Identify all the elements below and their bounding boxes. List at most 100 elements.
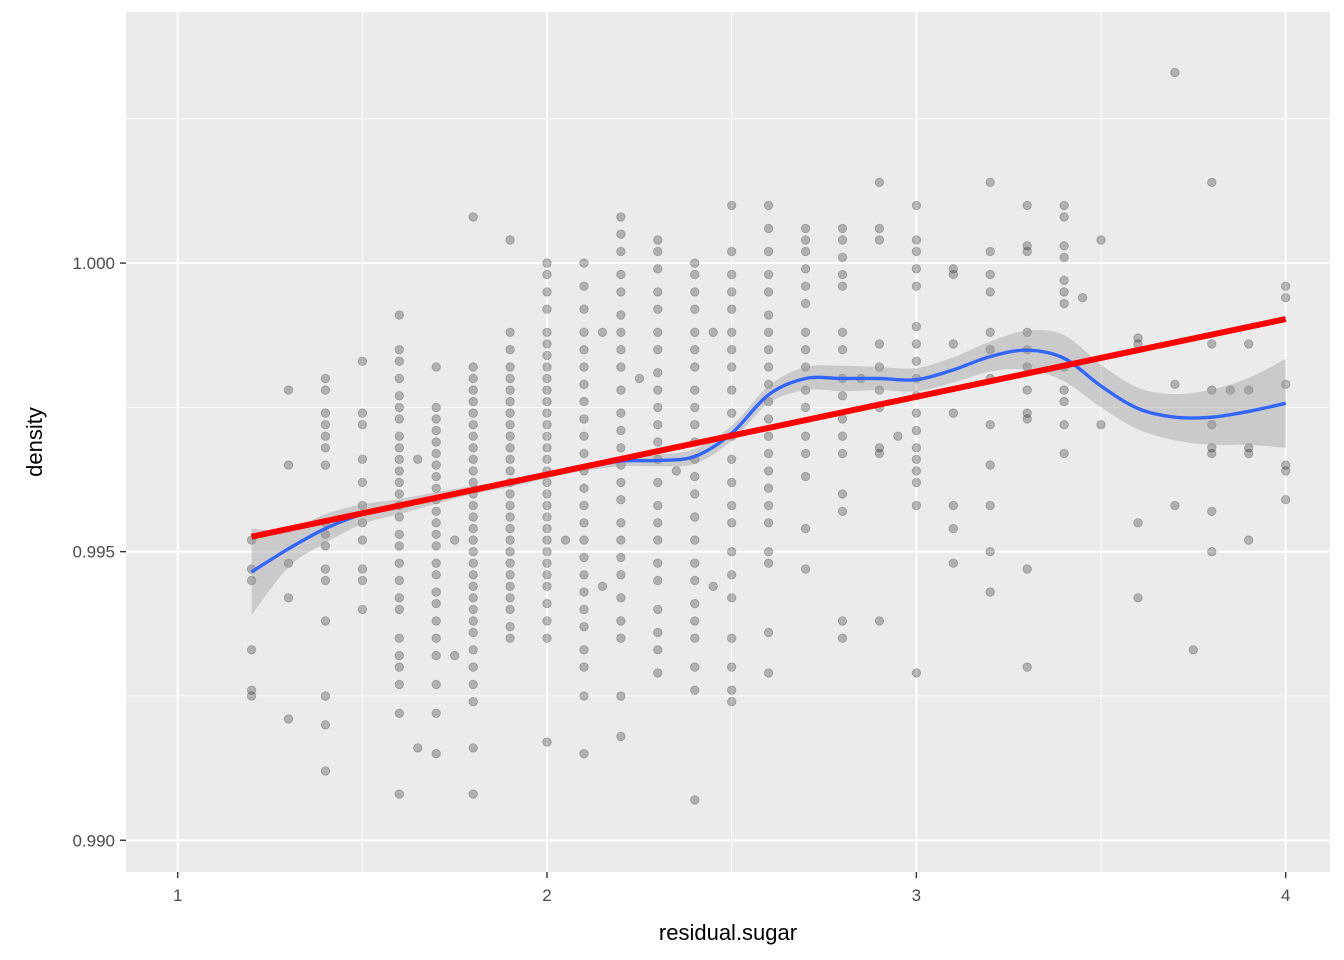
data-point: [616, 691, 626, 701]
data-point: [468, 420, 478, 430]
data-point: [763, 269, 774, 280]
data-point: [357, 564, 368, 574]
data-point: [727, 408, 737, 418]
data-point: [394, 310, 405, 320]
data-point: [616, 246, 626, 257]
data-point: [690, 287, 700, 297]
data-point: [653, 287, 663, 297]
data-point: [911, 477, 922, 488]
data-point: [431, 425, 441, 436]
data-point: [431, 506, 441, 517]
data-point: [727, 500, 737, 511]
data-point: [320, 564, 331, 574]
data-point: [690, 575, 700, 586]
data-point: [431, 650, 441, 661]
data-point: [727, 304, 737, 314]
data-point: [505, 235, 515, 245]
data-point: [394, 356, 405, 366]
data-point: [948, 523, 959, 534]
data-point: [893, 431, 903, 441]
data-point: [320, 408, 331, 418]
x-tick-label: 1: [173, 886, 182, 905]
data-point: [653, 264, 663, 274]
data-point: [246, 691, 257, 701]
y-axis-title: density: [22, 407, 47, 477]
data-point: [1059, 298, 1069, 309]
minor-gridlines: [126, 12, 1330, 872]
data-point: [763, 518, 774, 528]
data-point: [874, 616, 885, 626]
data-point: [763, 310, 774, 320]
data-point: [837, 235, 848, 245]
data-point: [985, 460, 995, 470]
data-point: [763, 223, 774, 234]
data-point: [394, 414, 405, 424]
data-point: [468, 408, 478, 418]
data-point: [542, 431, 552, 441]
data-point: [468, 362, 478, 372]
data-point: [763, 431, 774, 441]
data-point: [579, 645, 589, 655]
data-point: [468, 443, 478, 453]
data-point: [616, 229, 626, 239]
data-point: [394, 345, 405, 355]
data-point: [763, 379, 774, 390]
data-point: [911, 408, 922, 418]
data-point: [616, 212, 626, 222]
data-point: [431, 437, 441, 447]
data-point: [468, 212, 478, 222]
data-point: [542, 477, 552, 488]
data-point: [542, 258, 552, 268]
data-point: [357, 477, 368, 488]
data-point: [1059, 448, 1069, 459]
data-point: [1207, 506, 1217, 517]
data-point: [690, 558, 700, 568]
data-point: [874, 443, 885, 453]
data-point: [911, 246, 922, 257]
data-point: [579, 281, 589, 291]
data-point: [468, 396, 478, 407]
data-point: [542, 362, 552, 372]
data-point: [468, 789, 478, 799]
data-point: [616, 731, 626, 742]
data-point: [394, 477, 405, 488]
data-point: [431, 402, 441, 413]
data-point: [1207, 547, 1217, 557]
data-point: [837, 269, 848, 280]
data-point: [690, 616, 700, 626]
data-point: [1170, 67, 1180, 78]
data-point: [394, 373, 405, 384]
data-point: [1059, 275, 1069, 286]
data-point: [727, 454, 737, 465]
data-point: [690, 489, 700, 499]
data-point: [727, 200, 737, 211]
data-point: [653, 235, 663, 245]
data-point: [505, 535, 515, 545]
data-point: [727, 269, 737, 280]
data-point: [616, 345, 626, 355]
data-point: [616, 327, 626, 338]
data-point: [653, 575, 663, 586]
x-tick-label: 4: [1281, 886, 1290, 905]
linear-fit-line: [250, 316, 1287, 540]
data-point: [394, 466, 405, 476]
data-point: [911, 339, 922, 349]
data-point: [616, 495, 626, 505]
data-point: [1225, 385, 1236, 395]
data-point: [763, 668, 774, 678]
data-point: [911, 425, 922, 436]
data-point: [763, 287, 774, 297]
data-point: [542, 327, 552, 338]
data-point: [505, 622, 515, 632]
data-point: [1207, 339, 1217, 349]
data-point: [468, 431, 478, 441]
data-point: [690, 795, 700, 805]
data-point: [653, 604, 663, 615]
data-point: [357, 454, 368, 465]
data-point: [320, 460, 331, 470]
data-point: [468, 616, 478, 626]
data-point: [653, 668, 663, 678]
data-point: [690, 385, 700, 395]
data-point: [911, 235, 922, 245]
data-point: [542, 443, 552, 453]
